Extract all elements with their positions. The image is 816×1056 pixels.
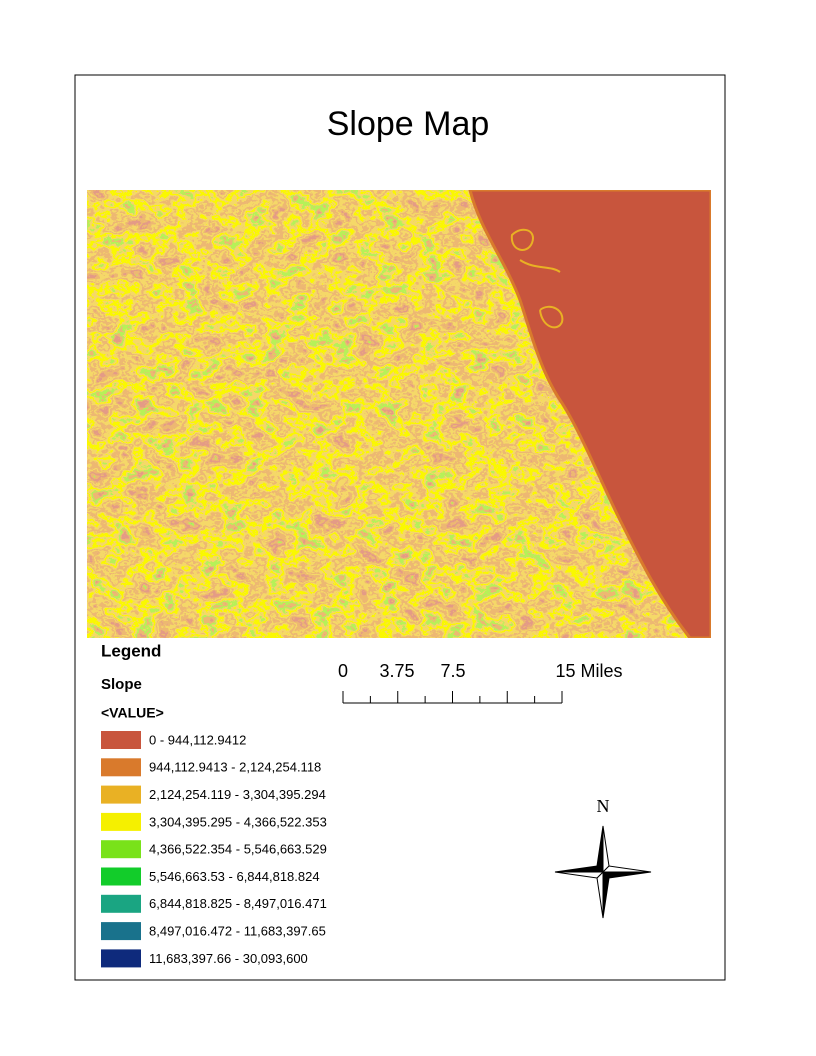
- legend-swatch: [101, 840, 141, 859]
- legend-label: 11,683,397.66 - 30,093,600: [149, 951, 308, 966]
- legend-label: 2,124,254.119 - 3,304,395.294: [149, 787, 326, 802]
- scale-label: 7.5: [440, 661, 465, 681]
- north-label: N: [597, 796, 610, 816]
- legend-swatch: [101, 758, 141, 777]
- legend-label: 8,497,016.472 - 11,683,397.65: [149, 924, 326, 939]
- north-arrow: N: [554, 796, 652, 919]
- slope-raster: [87, 190, 711, 638]
- legend-label: 4,366,522.354 - 5,546,663.529: [149, 842, 327, 857]
- legend-label: 0 - 944,112.9412: [149, 732, 246, 747]
- scale-bar: 0 3.75 7.5 15 Miles: [338, 661, 623, 704]
- legend-field: <VALUE>: [101, 705, 164, 721]
- scale-label: 0: [338, 661, 348, 681]
- legend-swatch: [101, 867, 141, 886]
- scale-label: 15 Miles: [555, 661, 622, 681]
- legend-swatch: [101, 731, 141, 749]
- legend-label: 6,844,818.825 - 8,497,016.471: [149, 896, 327, 911]
- map-title: Slope Map: [327, 105, 490, 143]
- legend-swatch: [101, 894, 141, 913]
- legend-label: 944,112.9413 - 2,124,254.118: [149, 760, 321, 775]
- legend-label: 3,304,395.295 - 4,366,522.353: [149, 814, 327, 829]
- legend-layer: Slope: [101, 676, 142, 693]
- neatline: [74, 74, 726, 981]
- legend-title: Legend: [101, 641, 161, 660]
- legend-swatch: [101, 922, 141, 941]
- legend-swatch: [101, 949, 141, 968]
- scale-label: 3.75: [379, 661, 414, 681]
- legend-swatch: [101, 812, 141, 831]
- legend-swatch: [101, 785, 141, 804]
- legend-label: 5,546,663.53 - 6,844,818.824: [149, 869, 320, 884]
- legend-items: 0 - 944,112.9412 944,112.9413 - 2,124,254…: [101, 731, 327, 968]
